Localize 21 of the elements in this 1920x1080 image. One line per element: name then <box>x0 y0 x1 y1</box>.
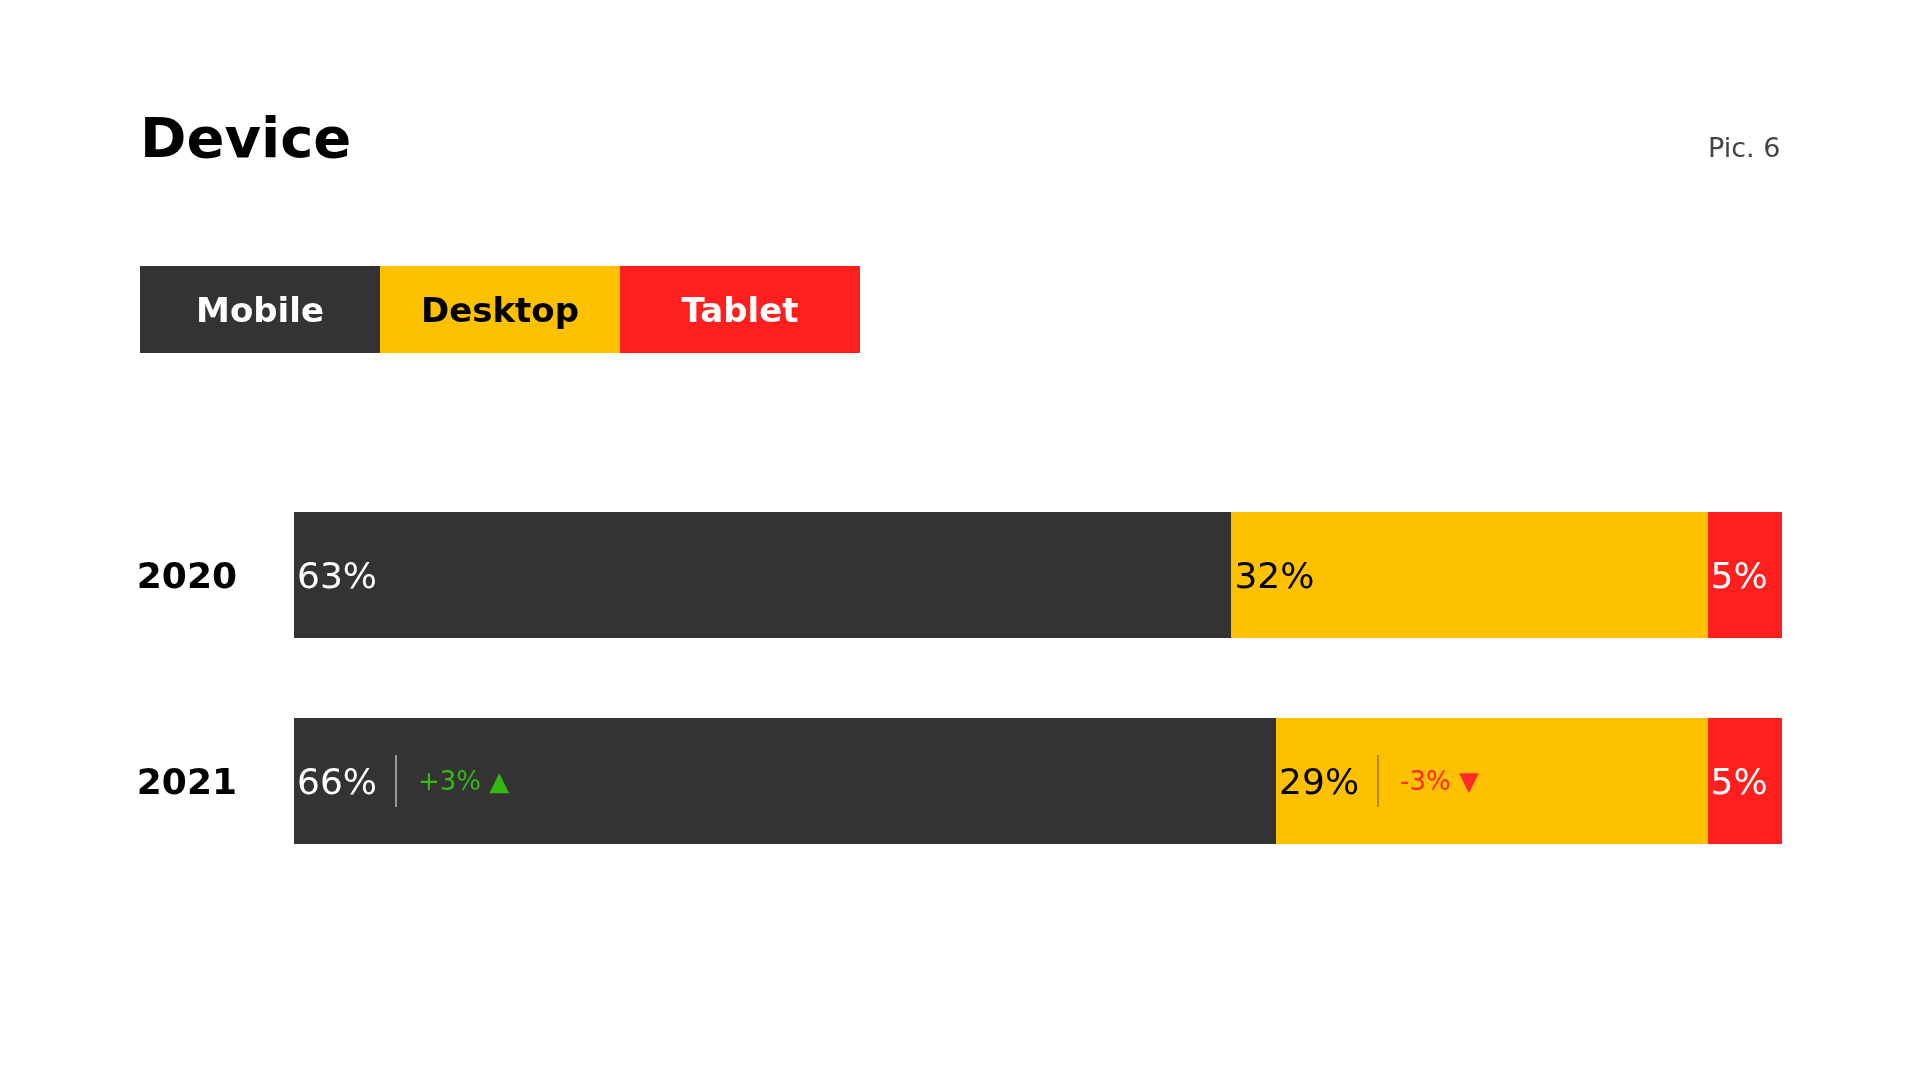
text: Mobile <box>140 266 380 353</box>
bar <box>1231 511 1708 639</box>
annotation: +3% ▲ <box>418 766 510 796</box>
bar <box>1707 511 1782 639</box>
data-label: 63% <box>297 554 378 596</box>
data-label: 5% <box>1710 554 1768 596</box>
data-label: 32% <box>1234 554 1315 596</box>
data-label: 29% <box>1279 760 1360 802</box>
bar <box>1707 717 1782 845</box>
chart-title: Device <box>140 104 352 170</box>
text: Desktop <box>380 266 620 353</box>
data-label: 66% <box>297 760 378 802</box>
bar <box>294 717 1277 845</box>
text: Tablet <box>620 266 860 353</box>
bar <box>294 511 1232 639</box>
bar <box>1276 717 1708 845</box>
y-tick-label: 2021 <box>136 760 237 802</box>
y-tick-label: 2020 <box>136 554 237 596</box>
annotation: -3% ▼ <box>1400 766 1479 796</box>
data-label: 5% <box>1710 760 1768 802</box>
text: Pic. 6 <box>1708 132 1781 163</box>
